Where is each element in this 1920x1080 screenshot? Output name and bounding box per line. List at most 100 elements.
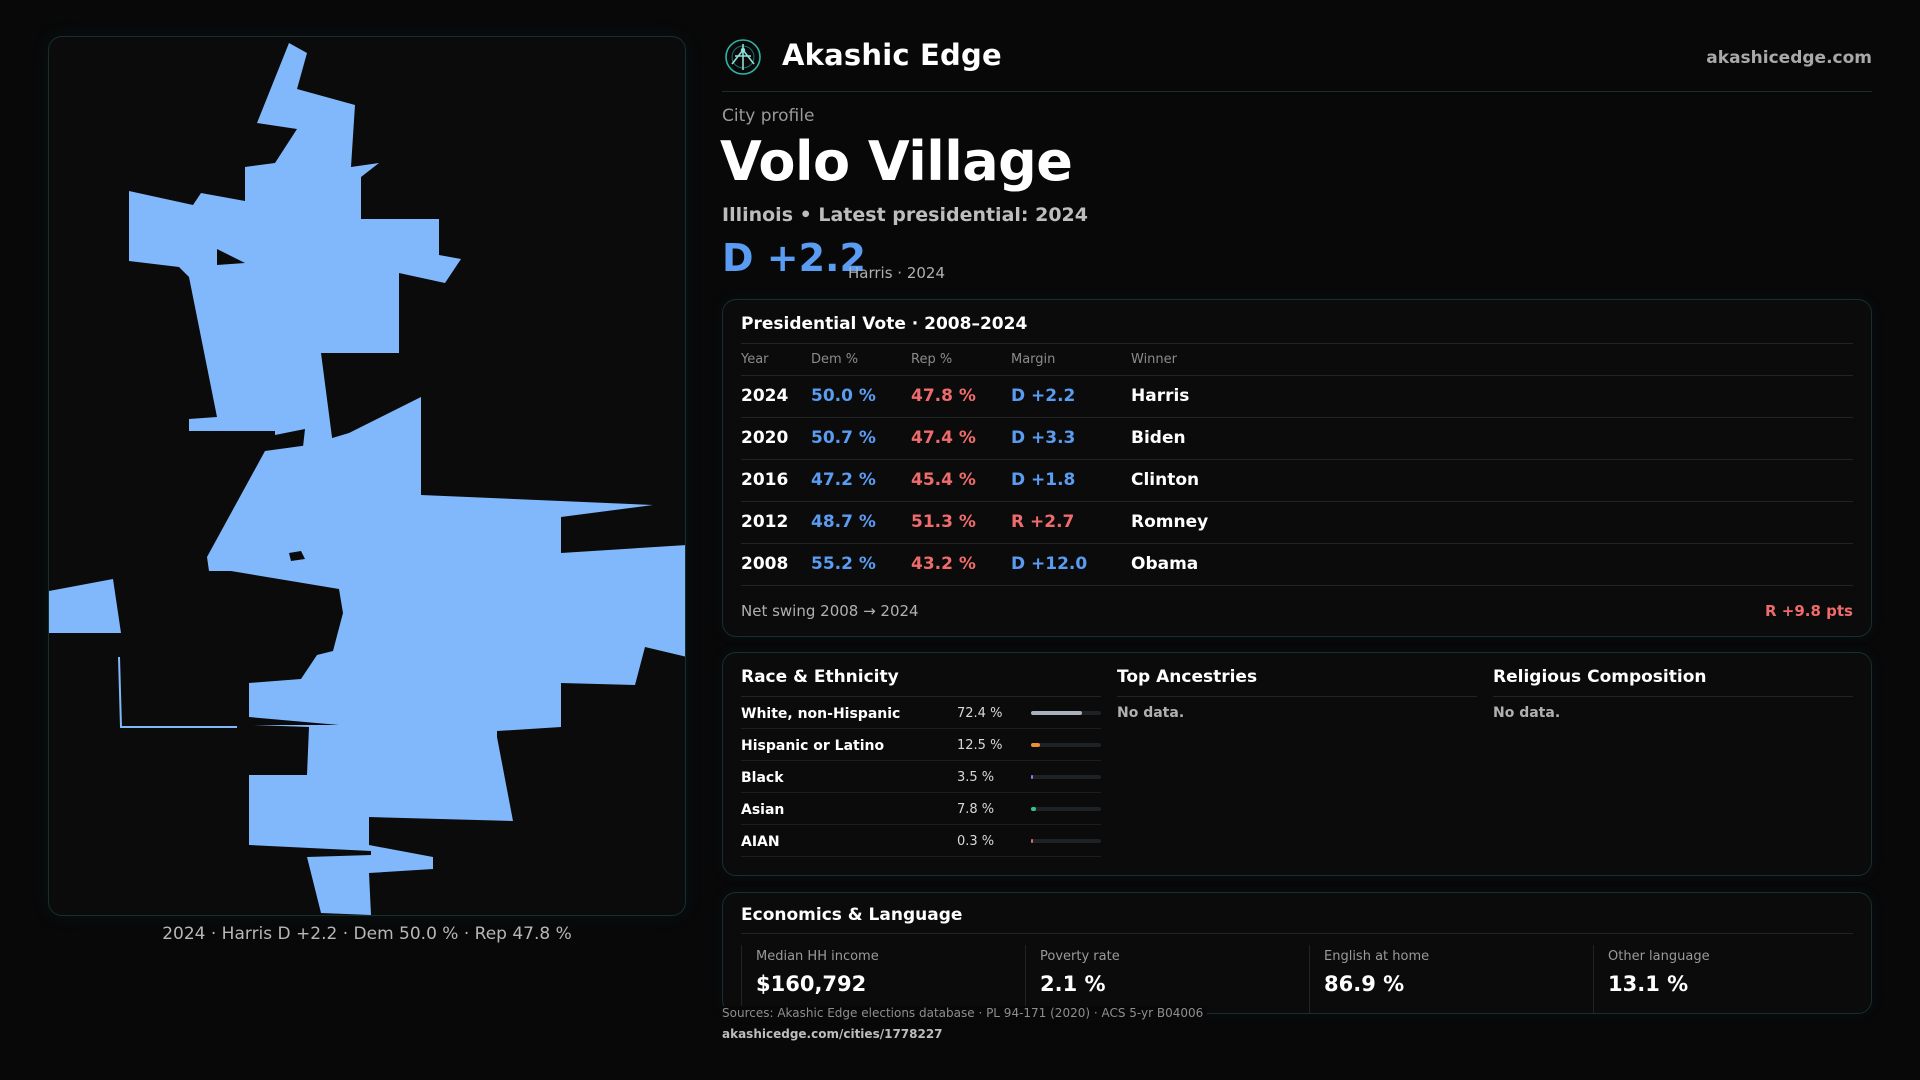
cell-year: 2020 xyxy=(741,417,811,460)
stat-value: 13.1 % xyxy=(1608,972,1689,996)
economics-card: Economics & Language Median HH income $1… xyxy=(722,892,1872,1014)
col-header-rep: Rep % xyxy=(911,344,1011,376)
presidential-vote-title: Presidential Vote · 2008–2024 xyxy=(741,314,1028,334)
ancestries-section: Top Ancestries No data. xyxy=(1117,667,1477,721)
race-label: Hispanic or Latino xyxy=(741,738,885,754)
boundary-map[interactable] xyxy=(48,36,686,916)
race-bar-track xyxy=(1031,807,1101,811)
race-percent: 0.3 % xyxy=(957,834,995,849)
table-header-row: Year Dem % Rep % Margin Winner xyxy=(741,344,1853,376)
stat-value: 2.1 % xyxy=(1040,972,1106,996)
cell-margin: D +3.3 xyxy=(1011,417,1131,460)
col-header-margin: Margin xyxy=(1011,344,1131,376)
race-ethnicity-title: Race & Ethnicity xyxy=(741,667,1101,697)
list-item: Asian 7.8 % xyxy=(741,793,1101,825)
race-label: White, non-Hispanic xyxy=(741,706,901,722)
race-bar-track xyxy=(1031,775,1101,779)
cell-year: 2008 xyxy=(741,543,811,586)
stat-label: Other language xyxy=(1608,949,1710,964)
cell-dem: 50.7 % xyxy=(811,417,911,460)
net-swing-label: Net swing 2008 → 2024 xyxy=(741,602,919,620)
table-row: 2024 50.0 % 47.8 % D +2.2 Harris xyxy=(741,375,1853,418)
race-percent: 72.4 % xyxy=(957,706,1003,721)
table-row: 2008 55.2 % 43.2 % D +12.0 Obama xyxy=(741,543,1853,586)
cell-margin: D +2.2 xyxy=(1011,375,1131,418)
stat-label: English at home xyxy=(1324,949,1430,964)
map-caption: 2024 · Harris D +2.2 · Dem 50.0 % · Rep … xyxy=(162,924,572,944)
stat-poverty-rate: Poverty rate 2.1 % xyxy=(1025,945,1293,1013)
list-item: Hispanic or Latino 12.5 % xyxy=(741,729,1101,761)
stat-label: Median HH income xyxy=(756,949,879,964)
race-bar-track xyxy=(1031,711,1101,715)
list-item: Black 3.5 % xyxy=(741,761,1101,793)
list-item: AIAN 0.3 % xyxy=(741,825,1101,857)
race-percent: 3.5 % xyxy=(957,770,995,785)
brand-name[interactable]: Akashic Edge xyxy=(782,38,1002,72)
sources-note: Sources: Akashic Edge elections database… xyxy=(722,1006,1208,1020)
cell-winner: Harris xyxy=(1131,375,1853,418)
religion-empty: No data. xyxy=(1493,705,1561,721)
cell-rep: 45.4 % xyxy=(911,459,1011,502)
table-row: 2020 50.7 % 47.4 % D +3.3 Biden xyxy=(741,417,1853,460)
race-ethnicity-section: Race & Ethnicity White, non-Hispanic 72.4… xyxy=(741,667,1101,857)
col-header-year: Year xyxy=(741,344,811,376)
city-boundary-polygons xyxy=(49,43,685,915)
race-bar-fill xyxy=(1031,743,1040,747)
race-label: Black xyxy=(741,770,784,786)
cell-rep: 47.4 % xyxy=(911,417,1011,460)
latest-margin: D +2.2 xyxy=(722,236,866,280)
race-label: Asian xyxy=(741,802,785,818)
table-row: 2012 48.7 % 51.3 % R +2.7 Romney xyxy=(741,501,1853,544)
boundary-north-block xyxy=(129,43,461,447)
boundary-west-chip xyxy=(49,579,121,633)
boundary-south-block xyxy=(207,397,685,915)
stat-label: Poverty rate xyxy=(1040,949,1120,964)
col-header-dem: Dem % xyxy=(811,344,911,376)
race-percent: 7.8 % xyxy=(957,802,995,817)
presidential-vote-card: Presidential Vote · 2008–2024 Year Dem %… xyxy=(722,299,1872,637)
ancestries-title: Top Ancestries xyxy=(1117,667,1477,697)
cell-winner: Clinton xyxy=(1131,459,1853,502)
site-header: Akashic Edge akashicedge.com xyxy=(722,30,1872,92)
presidential-vote-table: Year Dem % Rep % Margin Winner 2024 50.0 … xyxy=(741,344,1853,586)
race-bar-fill xyxy=(1031,775,1034,779)
cell-margin: D +12.0 xyxy=(1011,543,1131,586)
race-ethnicity-list: White, non-Hispanic 72.4 % Hispanic or Lat… xyxy=(741,697,1101,857)
cell-rep: 47.8 % xyxy=(911,375,1011,418)
race-label: AIAN xyxy=(741,834,780,850)
demographics-card: Race & Ethnicity White, non-Hispanic 72.4… xyxy=(722,652,1872,876)
page-title: Volo Village xyxy=(720,130,1073,193)
stat-median-income: Median HH income $160,792 xyxy=(741,945,1009,1013)
akashic-edge-logo-icon[interactable] xyxy=(724,38,762,76)
cell-margin: R +2.7 xyxy=(1011,501,1131,544)
page-url-link[interactable]: akashicedge.com/cities/1778227 xyxy=(722,1027,943,1041)
list-item: White, non-Hispanic 72.4 % xyxy=(741,697,1101,729)
stat-english-at-home: English at home 86.9 % xyxy=(1309,945,1577,1013)
cell-dem: 47.2 % xyxy=(811,459,911,502)
race-percent: 12.5 % xyxy=(957,738,1003,753)
boundary-map-shape xyxy=(49,43,685,915)
cell-rep: 43.2 % xyxy=(911,543,1011,586)
cell-winner: Biden xyxy=(1131,417,1853,460)
net-swing: Net swing 2008 → 2024 R +9.8 pts xyxy=(741,602,1853,620)
race-bar-fill xyxy=(1031,711,1082,715)
page-subtitle: Illinois • Latest presidential: 2024 xyxy=(722,204,1089,226)
stat-other-language: Other language 13.1 % xyxy=(1593,945,1861,1013)
cell-margin: D +1.8 xyxy=(1011,459,1131,502)
race-bar-fill xyxy=(1031,839,1033,843)
col-header-winner: Winner xyxy=(1131,344,1853,376)
cell-dem: 55.2 % xyxy=(811,543,911,586)
cell-year: 2016 xyxy=(741,459,811,502)
religion-title: Religious Composition xyxy=(1493,667,1853,697)
cell-rep: 51.3 % xyxy=(911,501,1011,544)
cell-winner: Romney xyxy=(1131,501,1853,544)
religion-section: Religious Composition No data. xyxy=(1493,667,1853,721)
cell-dem: 48.7 % xyxy=(811,501,911,544)
net-swing-value: R +9.8 pts xyxy=(1765,602,1853,620)
site-url-link[interactable]: akashicedge.com xyxy=(1706,48,1872,68)
economics-title: Economics & Language xyxy=(741,905,963,925)
stat-value: 86.9 % xyxy=(1324,972,1405,996)
ancestries-empty: No data. xyxy=(1117,705,1185,721)
cell-year: 2024 xyxy=(741,375,811,418)
cell-year: 2012 xyxy=(741,501,811,544)
